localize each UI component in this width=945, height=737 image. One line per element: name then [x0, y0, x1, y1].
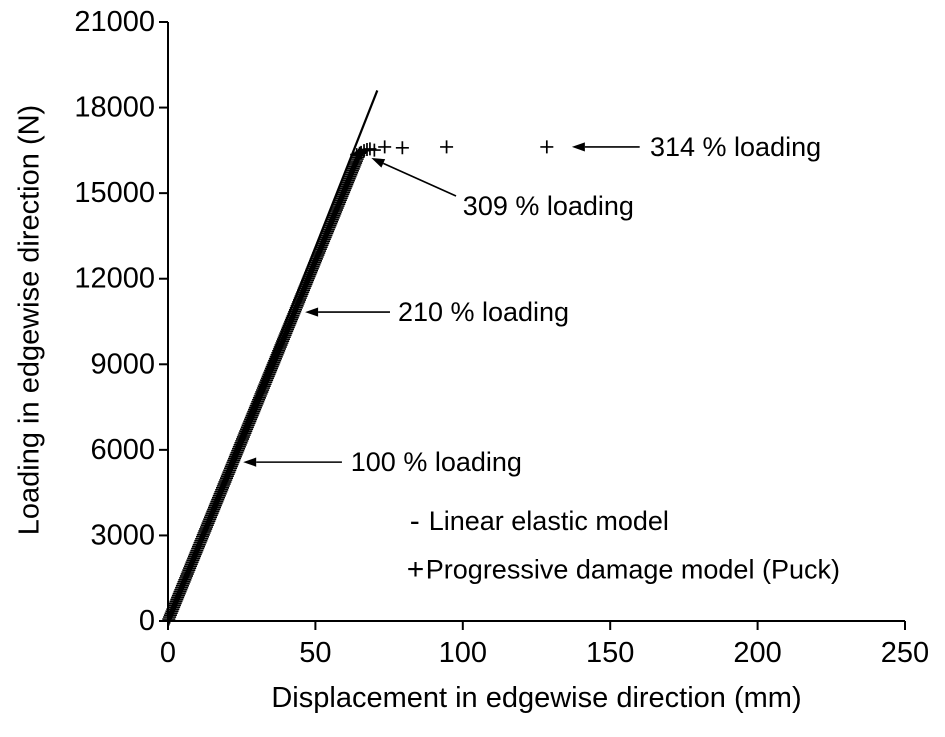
- annotation-arrowhead: [305, 307, 319, 317]
- x-tick-label: 150: [586, 637, 634, 669]
- legend-label: Linear elastic model: [429, 506, 669, 536]
- annotation-label: 210 % loading: [398, 297, 569, 327]
- x-tick-label: 100: [439, 637, 487, 669]
- annotation-label: 309 % loading: [463, 191, 634, 221]
- y-tick-label: 15000: [74, 177, 155, 209]
- annotation: 309 % loading: [371, 158, 634, 221]
- annotation: 210 % loading: [305, 297, 569, 327]
- y-tick-label: 21000: [74, 6, 155, 38]
- annotation: 100 % loading: [243, 447, 522, 477]
- x-tick-label: 0: [160, 637, 176, 669]
- annotation-arrow-line: [382, 162, 457, 197]
- linear-elastic-line: [166, 90, 379, 622]
- x-tick-label: 250: [881, 637, 929, 669]
- x-tick-label: 50: [299, 637, 331, 669]
- annotation: 314 % loading: [571, 132, 821, 162]
- annotation-label: 314 % loading: [650, 132, 821, 162]
- progressive-damage-markers: [161, 140, 554, 628]
- x-axis-label: Displacement in edgewise direction (mm): [271, 682, 802, 714]
- legend-entry: - Linear elastic model: [410, 505, 669, 538]
- legend-label: Progressive damage model (Puck): [426, 555, 840, 585]
- y-tick-label: 3000: [90, 519, 155, 551]
- legend-marker: +: [407, 553, 425, 586]
- y-tick-label: 6000: [90, 434, 155, 466]
- legend-marker: -: [410, 505, 420, 538]
- y-axis-label: Loading in edgewise direction (N): [13, 104, 46, 536]
- annotation-arrowhead: [243, 457, 257, 467]
- y-tick-label: 0: [139, 605, 155, 637]
- annotation-arrowhead: [371, 158, 386, 168]
- x-tick-label: 200: [733, 637, 781, 669]
- legend-entry: + Progressive damage model (Puck): [407, 553, 840, 586]
- y-tick-label: 18000: [74, 92, 155, 124]
- annotation-arrowhead: [571, 142, 585, 152]
- axes: [159, 21, 906, 630]
- y-tick-label: 12000: [74, 263, 155, 295]
- y-tick-label: 9000: [90, 348, 155, 380]
- annotation-label: 100 % loading: [351, 447, 522, 477]
